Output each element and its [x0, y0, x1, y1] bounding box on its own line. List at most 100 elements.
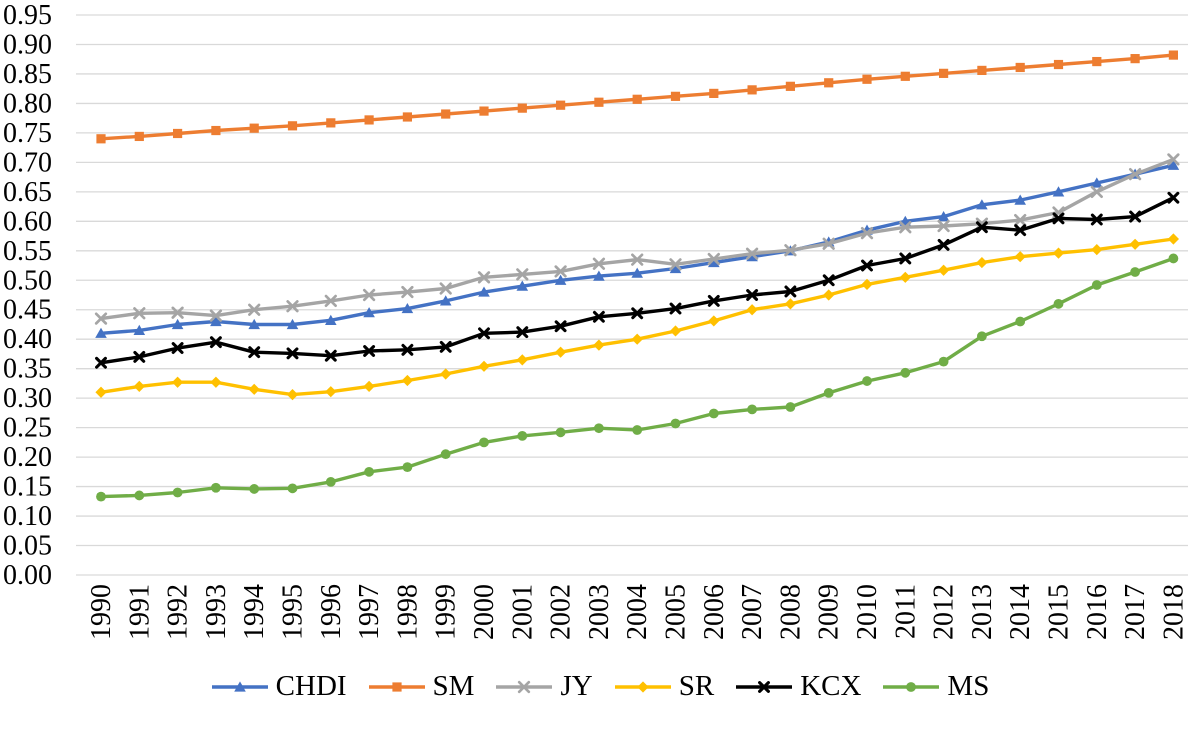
- circle-marker: [785, 402, 796, 412]
- legend-item-jy: JY: [495, 672, 593, 701]
- y-tick-label: 0.60: [3, 206, 52, 237]
- diamond-marker: [1052, 247, 1065, 259]
- circle-marker: [325, 476, 336, 487]
- circle-marker: [479, 437, 489, 448]
- x-marker: [477, 271, 491, 284]
- y-tick-label: 0.95: [3, 0, 52, 31]
- triangle-marker: [233, 680, 246, 692]
- x-marker: [1090, 185, 1103, 198]
- legend-label: SM: [432, 670, 475, 702]
- star-marker: [707, 294, 720, 307]
- triangle-marker: [478, 286, 490, 297]
- x-marker: [784, 244, 797, 257]
- circle-marker: [594, 423, 604, 434]
- x-tick-label: 2004: [622, 584, 653, 640]
- diamond-marker: [784, 298, 796, 310]
- x-tick-label: 2016: [1082, 584, 1113, 640]
- x-tick-label: 2011: [890, 584, 921, 639]
- square-marker: [594, 97, 604, 107]
- circle-marker: [1091, 280, 1102, 290]
- series-ms: [96, 253, 1179, 502]
- x-marker: [860, 226, 874, 240]
- x-tick-label: 1998: [392, 584, 423, 640]
- star-marker: [554, 320, 567, 333]
- star-marker: [1090, 213, 1103, 226]
- star-marker: [363, 345, 376, 357]
- x-tick-label: 2018: [1158, 584, 1189, 640]
- square-marker: [96, 134, 106, 144]
- square-marker: [134, 131, 144, 142]
- square-marker: [287, 121, 298, 131]
- diamond-marker: [938, 264, 950, 276]
- x-marker: [362, 288, 376, 302]
- x-tick-label: 2013: [967, 584, 998, 640]
- x-marker: [592, 257, 606, 270]
- y-tick-label: 0.15: [3, 472, 52, 503]
- circle-marker: [1053, 298, 1064, 309]
- legend-label: MS: [947, 670, 990, 702]
- diamond-marker: [631, 333, 643, 345]
- star-marker: [669, 302, 682, 315]
- y-tick-label: 0.80: [3, 88, 52, 119]
- diamond-marker: [286, 389, 299, 401]
- star-marker: [1052, 212, 1065, 225]
- star-marker: [171, 342, 184, 355]
- legend-label: KCX: [800, 670, 862, 702]
- diamond-marker: [95, 386, 107, 398]
- star-marker: [975, 221, 988, 234]
- triangle-marker: [248, 318, 260, 330]
- diamond-marker: [976, 256, 988, 269]
- series-jy: [94, 153, 1180, 325]
- x-tick-label: 2005: [661, 584, 692, 640]
- x-marker: [133, 307, 146, 320]
- x-tick-label: 1995: [278, 584, 309, 640]
- triangle-marker: [554, 274, 567, 285]
- circle-marker: [823, 387, 834, 398]
- x-tick-label: 1990: [86, 584, 117, 640]
- triangle-marker: [363, 307, 375, 318]
- circle-marker: [249, 484, 260, 494]
- square-marker: [402, 112, 412, 122]
- star-marker: [248, 346, 261, 359]
- x-axis-tick-labels: 1990 1991 1992 1993 1994 1995 1996 1997 1998 1999…: [86, 584, 1189, 640]
- circle-marker: [670, 418, 681, 429]
- diamond-marker: [899, 271, 911, 283]
- diamond-marker: [861, 278, 873, 290]
- legend-label: CHDI: [275, 670, 347, 702]
- circle-marker: [211, 482, 221, 493]
- star-marker: [209, 336, 222, 349]
- square-marker: [939, 68, 949, 78]
- square-marker: [326, 118, 336, 128]
- square-marker: [632, 94, 642, 104]
- x-marker: [324, 294, 337, 308]
- series-markers: [94, 153, 1180, 325]
- square-marker: [479, 106, 489, 116]
- series-chdi: [95, 159, 1180, 338]
- circle-marker: [1015, 316, 1026, 327]
- triangle-marker: [171, 318, 184, 330]
- x-marker: [401, 285, 414, 299]
- diamond-marker: [440, 368, 452, 380]
- triangle-marker: [286, 318, 299, 330]
- triangle-marker: [708, 256, 720, 268]
- series-markers: [95, 191, 1180, 369]
- x-marker: [439, 282, 452, 295]
- triangle-marker: [669, 262, 682, 274]
- x-tick-label: 2015: [1044, 584, 1075, 640]
- legend-label: SR: [678, 670, 715, 702]
- star-marker: [861, 259, 873, 272]
- x-tick-label: 2008: [775, 584, 806, 640]
- legend-swatch-square-icon: [368, 681, 425, 692]
- triangle-marker: [210, 315, 222, 327]
- circle-marker: [364, 466, 374, 477]
- x-tick-label: 2010: [852, 584, 883, 640]
- x-marker: [822, 237, 835, 250]
- x-tick-label: 1993: [201, 584, 232, 640]
- square-marker: [1015, 62, 1025, 73]
- series-kcx: [95, 191, 1180, 369]
- circle-marker: [402, 462, 413, 473]
- y-tick-label: 0.00: [3, 560, 52, 591]
- square-marker: [1168, 50, 1178, 60]
- x-marker: [516, 268, 529, 281]
- circle-marker: [708, 408, 719, 419]
